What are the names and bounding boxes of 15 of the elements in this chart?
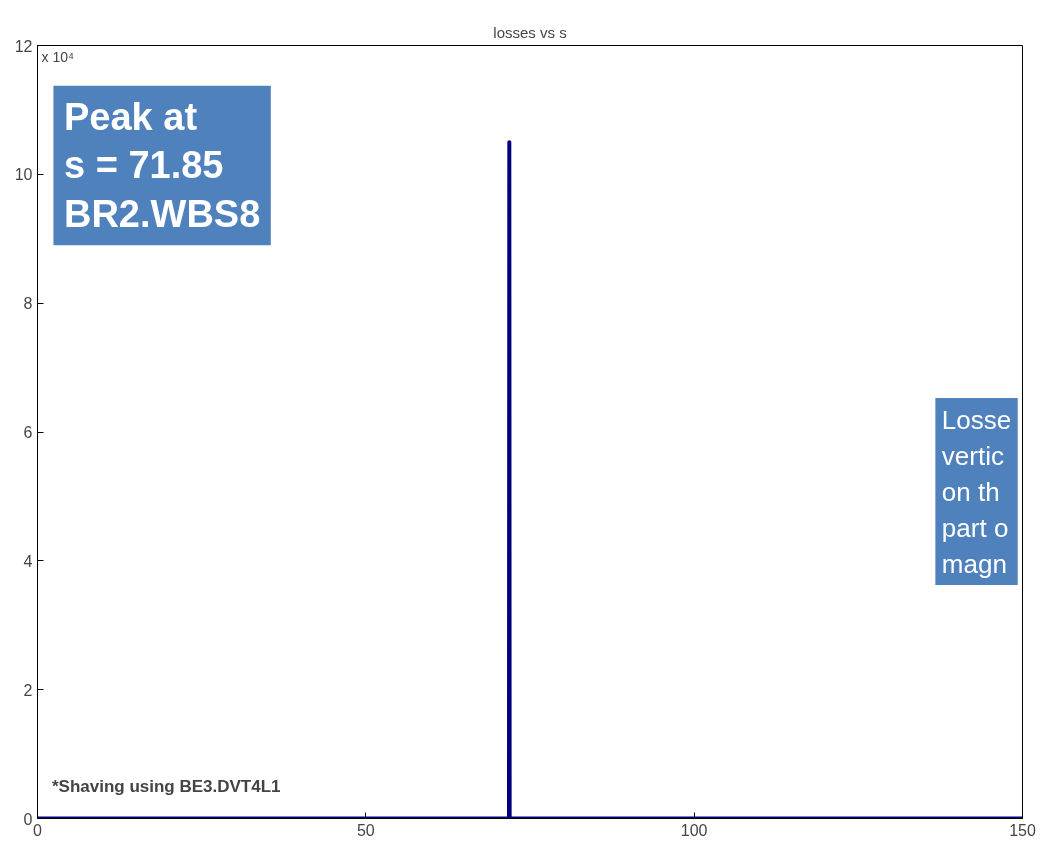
y-tick-label: 2 — [23, 681, 33, 699]
y-tick-label: 4 — [23, 552, 33, 570]
y-tick-label: 6 — [23, 424, 33, 441]
annotation: Peak at s = 71.85 BR2.WBS8 — [63, 96, 261, 235]
y-tick-label: 10 — [14, 166, 33, 184]
annotation: Losse vertic on th part o magn — [941, 404, 1012, 579]
chart-title: losses vs s — [493, 23, 567, 41]
y-tick-label: 12 — [14, 37, 33, 55]
annotation: x 10⁴ — [41, 48, 74, 65]
x-tick-label: 150 — [1009, 821, 1036, 839]
y-tick-label: 0 — [23, 810, 33, 828]
annotation: *Shaving using BE3.DVT4L1 — [51, 776, 281, 796]
y-tick-label: 8 — [23, 295, 33, 313]
x-tick-label: 50 — [356, 821, 375, 839]
x-tick-label: 100 — [680, 821, 708, 839]
